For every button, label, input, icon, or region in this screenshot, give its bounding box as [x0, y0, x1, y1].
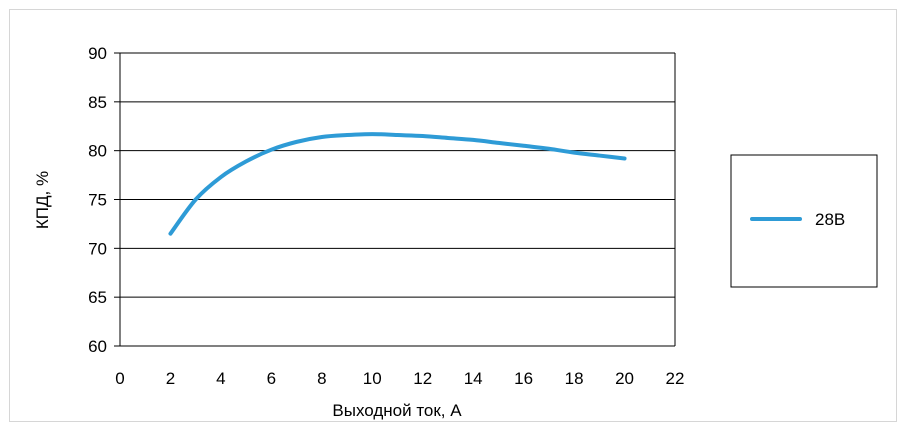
x-tick-label-10: 10	[363, 369, 382, 388]
x-tick-labels: 0 2 4 6 8 10 12 14 16 18 20 22	[115, 369, 684, 388]
x-tick-label-6: 6	[267, 369, 276, 388]
legend: 28В	[730, 154, 878, 288]
y-tick-label-60: 60	[88, 337, 107, 356]
x-tick-label-4: 4	[216, 369, 225, 388]
x-tick-label-12: 12	[413, 369, 432, 388]
grid-lines	[120, 52, 675, 347]
x-tick-label-22: 22	[666, 369, 685, 388]
x-tick-label-2: 2	[166, 369, 175, 388]
y-tick-label-65: 65	[88, 288, 107, 307]
y-tick-label-70: 70	[88, 239, 107, 258]
series-line-0	[168, 132, 627, 236]
x-tick-label-14: 14	[464, 369, 483, 388]
y-tick-label-85: 85	[88, 93, 107, 112]
axes	[114, 52, 676, 347]
y-axis-title: КПД, %	[33, 171, 52, 229]
y-tick-labels: 60 65 70 75 80 85 90	[88, 44, 107, 356]
series-lines	[168, 132, 627, 236]
x-tick-label-8: 8	[317, 369, 326, 388]
x-tick-label-18: 18	[565, 369, 584, 388]
y-tick-label-75: 75	[88, 191, 107, 210]
x-tick-label-16: 16	[514, 369, 533, 388]
x-tick-label-0: 0	[115, 369, 124, 388]
x-axis-title: Выходной ток, А	[332, 401, 462, 420]
y-tick-label-80: 80	[88, 142, 107, 161]
legend-label-28v: 28В	[815, 210, 845, 229]
y-tick-label-90: 90	[88, 44, 107, 63]
x-tick-label-20: 20	[615, 369, 634, 388]
